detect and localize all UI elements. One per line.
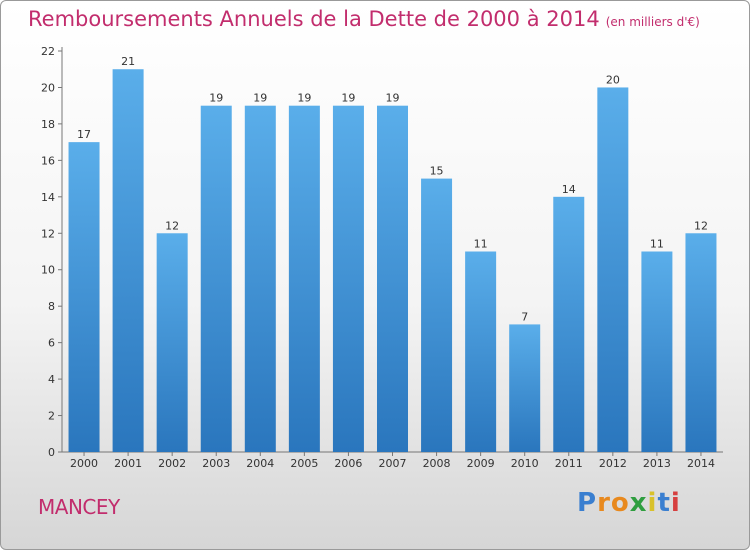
- value-label-2013: 11: [650, 238, 664, 251]
- bar-2008: [421, 178, 453, 452]
- y-tick-label: 4: [48, 373, 55, 386]
- bar-2005: [288, 105, 320, 452]
- logo-letter: x: [629, 488, 648, 518]
- x-tick-label-2010: 2010: [511, 457, 539, 470]
- chart-title-text: Remboursements Annuels de la Dette de 20…: [28, 7, 600, 31]
- value-label-2003: 19: [209, 92, 223, 105]
- bar-2013: [641, 251, 673, 452]
- bar-2002: [156, 233, 188, 452]
- chart-bars: [68, 69, 717, 453]
- value-label-2014: 12: [694, 219, 708, 232]
- x-tick-label-2004: 2004: [246, 457, 274, 470]
- x-tick-label-2014: 2014: [687, 457, 715, 470]
- y-tick-label: 0: [48, 446, 55, 459]
- bar-2003: [200, 105, 232, 452]
- value-label-2004: 19: [253, 92, 267, 105]
- bar-2004: [244, 105, 276, 452]
- logo-letter: o: [610, 488, 630, 518]
- bar-2009: [465, 251, 497, 452]
- y-tick-label: 2: [48, 410, 55, 423]
- chart-title: Remboursements Annuels de la Dette de 20…: [28, 7, 700, 31]
- x-tick-label-2012: 2012: [599, 457, 627, 470]
- y-tick-label: 14: [41, 191, 55, 204]
- value-label-2008: 15: [430, 165, 444, 178]
- x-tick-label-2005: 2005: [290, 457, 318, 470]
- y-tick-label: 18: [41, 118, 55, 131]
- x-tick-label-2002: 2002: [158, 457, 186, 470]
- bar-2006: [332, 105, 364, 452]
- logo-letter: t: [657, 488, 671, 518]
- y-tick-label: 6: [48, 337, 55, 350]
- logo-letter: P: [577, 488, 598, 518]
- bar-2001: [112, 69, 144, 453]
- y-tick-label: 12: [41, 227, 55, 240]
- bar-2014: [685, 233, 717, 452]
- x-tick-label-2006: 2006: [334, 457, 362, 470]
- y-tick-label: 20: [41, 81, 55, 94]
- commune-name: MANCEY: [38, 495, 120, 519]
- x-tick-label-2008: 2008: [423, 457, 451, 470]
- x-tick-label-2003: 2003: [202, 457, 230, 470]
- bar-2010: [509, 324, 541, 452]
- value-label-2011: 14: [562, 183, 576, 196]
- value-label-2002: 12: [165, 219, 179, 232]
- x-tick-label-2000: 2000: [70, 457, 98, 470]
- x-tick-label-2001: 2001: [114, 457, 142, 470]
- x-tick-label-2011: 2011: [555, 457, 583, 470]
- y-tick-label: 22: [41, 45, 55, 58]
- bar-2000: [68, 142, 100, 453]
- y-tick-label: 16: [41, 154, 55, 167]
- bar-2007: [377, 105, 408, 452]
- logo-letter: i: [647, 488, 658, 518]
- y-tick-label: 10: [41, 264, 55, 277]
- value-label-2007: 19: [386, 92, 400, 105]
- bar-2012: [597, 87, 629, 453]
- value-label-2006: 19: [341, 92, 355, 105]
- x-tick-label-2013: 2013: [643, 457, 671, 470]
- value-label-2010: 7: [521, 310, 528, 323]
- value-label-2012: 20: [606, 73, 620, 86]
- logo-letter: i: [670, 488, 681, 518]
- x-tick-label-2007: 2007: [379, 457, 407, 470]
- chart-labels: 2000 17 2001 21 2002 12 2003 19 2004 19 2005 19 2006…: [70, 55, 715, 470]
- chart-unit: (en milliers d'€): [605, 15, 700, 29]
- value-label-2009: 11: [474, 238, 488, 251]
- y-tick-label: 8: [48, 300, 55, 313]
- value-label-2005: 19: [297, 92, 311, 105]
- logo-letter: r: [597, 488, 611, 518]
- x-tick-label-2009: 2009: [467, 457, 495, 470]
- proxiti-logo[interactable]: Proxiti: [577, 488, 681, 518]
- value-label-2001: 21: [121, 55, 135, 68]
- bar-2011: [553, 196, 585, 452]
- value-label-2000: 17: [77, 128, 91, 141]
